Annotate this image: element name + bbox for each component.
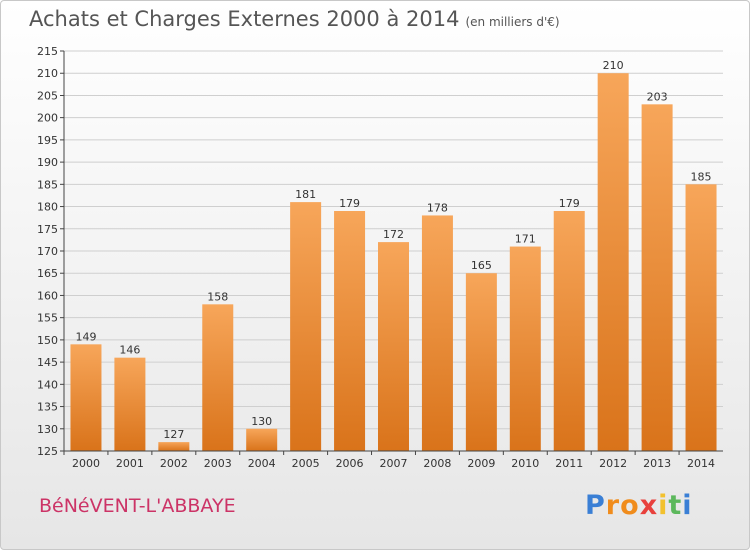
x-tick-label: 2009 — [467, 457, 495, 470]
x-tick-label: 2000 — [72, 457, 100, 470]
bar-value-label: 210 — [603, 59, 624, 72]
y-tick-label: 185 — [37, 178, 58, 191]
y-tick-label: 150 — [37, 334, 58, 347]
y-tick-label: 135 — [37, 401, 58, 414]
bar-value-label: 179 — [559, 197, 580, 210]
x-tick-label: 2001 — [116, 457, 144, 470]
x-tick-label: 2003 — [204, 457, 232, 470]
x-tick-label: 2006 — [336, 457, 364, 470]
y-tick-label: 170 — [37, 245, 58, 258]
bar-2013 — [641, 104, 673, 451]
y-tick-label: 195 — [37, 134, 58, 147]
bar-value-label: 181 — [295, 188, 316, 201]
bar-value-label: 172 — [383, 228, 404, 241]
axes: 1251301351401451501551601651701751801851… — [37, 45, 723, 470]
bar-2011 — [553, 211, 585, 451]
proxiti-logo: Proxiti — [585, 490, 693, 521]
x-tick-label: 2010 — [511, 457, 539, 470]
x-tick-label: 2007 — [380, 457, 408, 470]
bar-2014 — [685, 184, 717, 452]
bar-value-label: 179 — [339, 197, 360, 210]
bar-value-label: 149 — [75, 330, 96, 343]
chart-subtitle: (en milliers d'€) — [465, 15, 560, 29]
y-tick-label: 190 — [37, 156, 58, 169]
bar-value-label: 171 — [515, 233, 536, 246]
bar-value-label: 158 — [207, 290, 228, 303]
bar-2004 — [246, 428, 278, 451]
chart-title-text: Achats et Charges Externes 2000 à 2014 — [29, 7, 460, 31]
x-tick-label: 2012 — [599, 457, 627, 470]
y-tick-label: 215 — [37, 45, 58, 58]
location-label: BéNéVENT-L'ABBAYE — [39, 495, 236, 517]
y-tick-label: 160 — [37, 289, 58, 302]
x-tick-label: 2004 — [248, 457, 276, 470]
x-tick-label: 2013 — [643, 457, 671, 470]
y-tick-label: 175 — [37, 223, 58, 236]
bar-2000 — [70, 344, 102, 451]
bar-2002 — [158, 442, 190, 451]
bar-value-label: 185 — [691, 170, 712, 183]
logo-letter: r — [605, 490, 621, 521]
bar-2009 — [465, 273, 497, 451]
y-tick-label: 145 — [37, 356, 58, 369]
bar-value-label: 146 — [119, 344, 140, 357]
logo-letter: i — [658, 490, 669, 521]
y-tick-label: 180 — [37, 201, 58, 214]
bar-value-label: 178 — [427, 201, 448, 214]
bar-value-label: 127 — [163, 428, 184, 441]
bar-2010 — [509, 246, 541, 451]
bar-value-label: 203 — [647, 90, 668, 103]
x-tick-label: 2005 — [292, 457, 320, 470]
bar-2006 — [334, 211, 366, 451]
y-tick-label: 155 — [37, 312, 58, 325]
logo-letter: x — [639, 490, 659, 521]
bar-value-label: 165 — [471, 259, 492, 272]
logo-letter: i — [682, 490, 693, 521]
bar-2007 — [378, 242, 409, 451]
bar-2005 — [290, 202, 322, 451]
bar-2008 — [421, 215, 453, 451]
x-tick-label: 2014 — [687, 457, 715, 470]
logo-letter: o — [620, 490, 640, 521]
bar-value-label: 130 — [251, 415, 272, 428]
bar-2012 — [597, 73, 629, 451]
bar-2001 — [114, 357, 146, 451]
y-tick-label: 140 — [37, 378, 58, 391]
x-tick-label: 2008 — [423, 457, 451, 470]
x-tick-label: 2011 — [555, 457, 583, 470]
y-tick-label: 125 — [37, 445, 58, 458]
y-tick-label: 130 — [37, 423, 58, 436]
x-tick-label: 2002 — [160, 457, 188, 470]
y-tick-label: 200 — [37, 112, 58, 125]
chart-title: Achats et Charges Externes 2000 à 2014 (e… — [29, 7, 560, 31]
logo-letter: t — [668, 490, 683, 521]
bars: 149 146 127 158 130 181 179 172 178 165 171 179 210 2… — [70, 59, 717, 452]
y-tick-label: 210 — [37, 67, 58, 80]
y-tick-label: 205 — [37, 89, 58, 102]
logo-letter: P — [585, 490, 606, 521]
bar-2003 — [202, 304, 234, 451]
y-tick-label: 165 — [37, 267, 58, 280]
